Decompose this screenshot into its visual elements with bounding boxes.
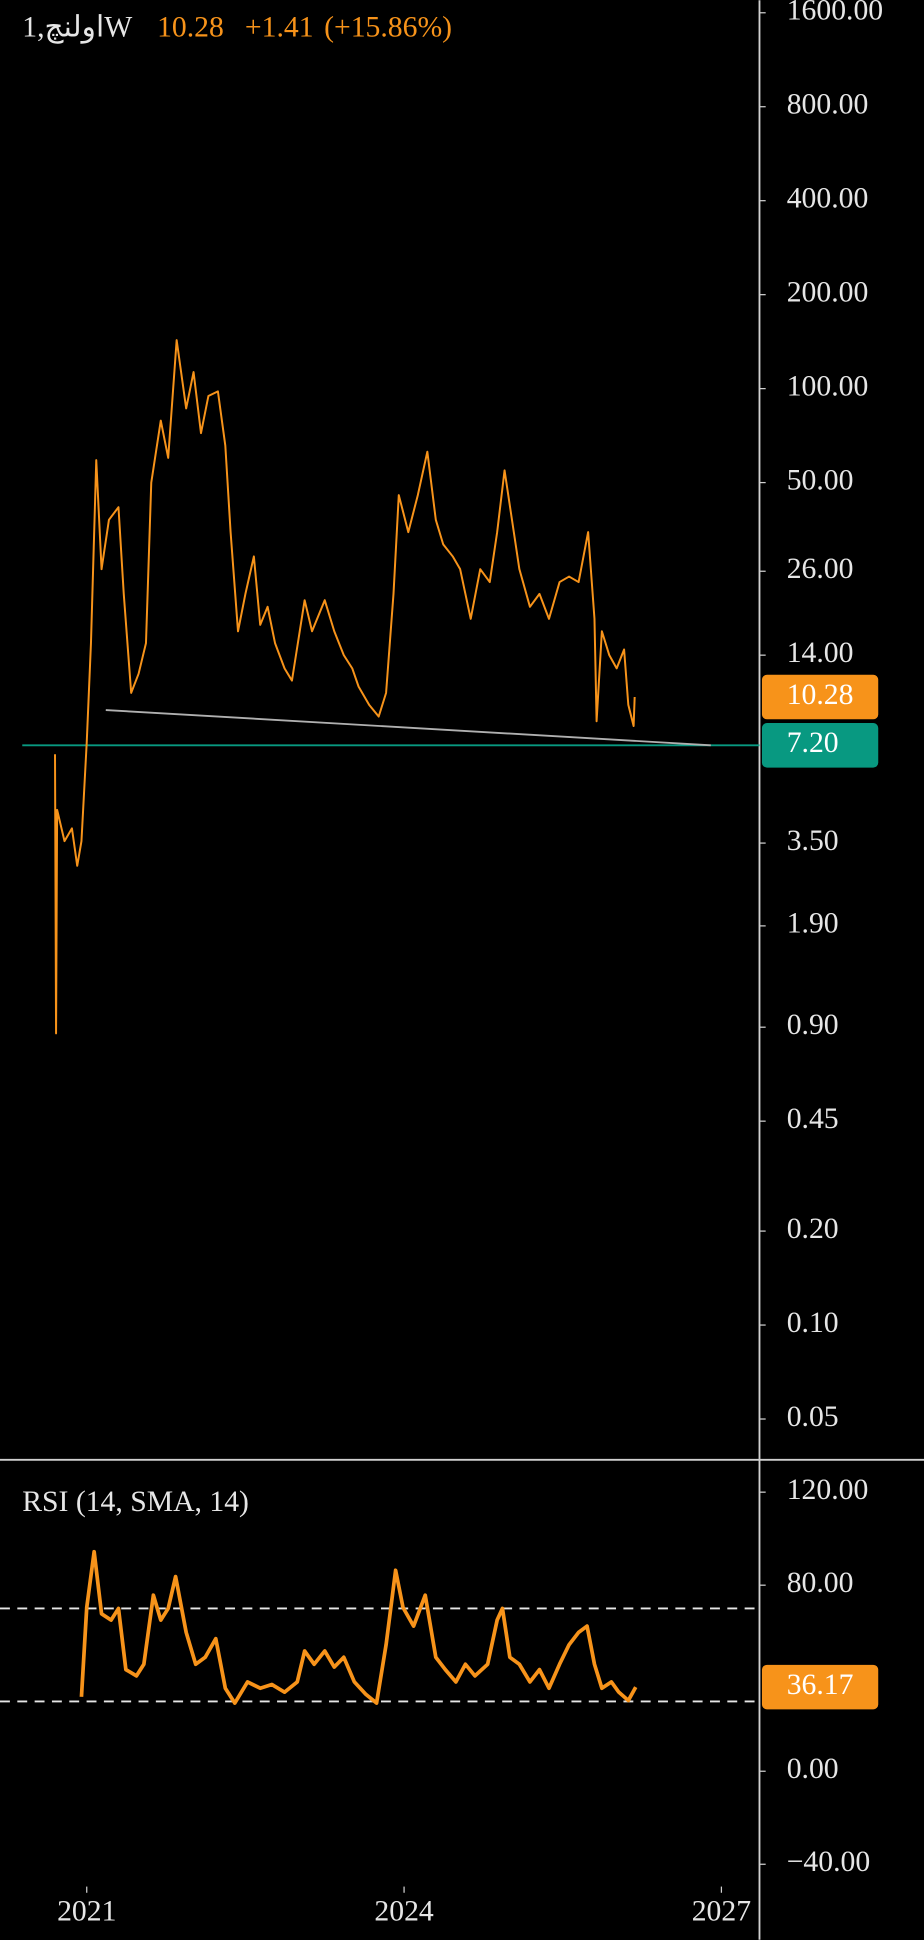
- price-tag-label: 7.20: [787, 727, 839, 759]
- last-price: 10.28: [157, 12, 224, 44]
- y-tick-label: 1600.00: [787, 0, 883, 27]
- price-tag-label: 10.28: [787, 679, 854, 711]
- y-tick-label: 80.00: [787, 1567, 854, 1599]
- y-tick-label: 0.00: [787, 1753, 839, 1785]
- x-tick-label: 2021: [57, 1896, 116, 1928]
- y-tick-label: 0.45: [787, 1103, 839, 1135]
- series-line: [79, 1549, 638, 1705]
- y-tick-label: 120.00: [787, 1474, 869, 1506]
- series-line: [54, 339, 636, 1035]
- x-tick-label: 2027: [692, 1896, 751, 1928]
- y-tick-label: 50.00: [787, 464, 854, 496]
- y-tick-label: 200.00: [787, 276, 869, 308]
- y-tick-label: 100.00: [787, 370, 869, 402]
- y-tick-label: 0.20: [787, 1213, 839, 1245]
- price-tag: [761, 674, 879, 720]
- rsi-title: RSI (14, SMA, 14): [22, 1486, 249, 1518]
- y-tick-label: 0.90: [787, 1009, 839, 1041]
- x-tick-label: 2024: [374, 1896, 434, 1928]
- y-tick-label: 0.10: [787, 1307, 839, 1339]
- change: +1.41: [245, 12, 314, 44]
- change-percent: (+15.86%): [324, 12, 452, 44]
- y-tick-label: 14.00: [787, 637, 854, 669]
- y-tick-label: −40.00: [787, 1846, 871, 1878]
- y-tick-label: 3.50: [787, 825, 839, 857]
- trendline: [105, 709, 711, 747]
- y-tick-label: 400.00: [787, 183, 869, 215]
- symbol: 1,اولنچW: [22, 12, 132, 45]
- y-tick-label: 800.00: [787, 89, 869, 121]
- price-tag: [761, 723, 879, 768]
- y-tick-label: 26.00: [787, 553, 854, 585]
- y-tick-label: 0.05: [787, 1401, 839, 1433]
- rsi-tag-label: 36.17: [787, 1669, 854, 1701]
- rsi-tag: [761, 1664, 879, 1710]
- y-tick-label: 1.90: [787, 908, 839, 940]
